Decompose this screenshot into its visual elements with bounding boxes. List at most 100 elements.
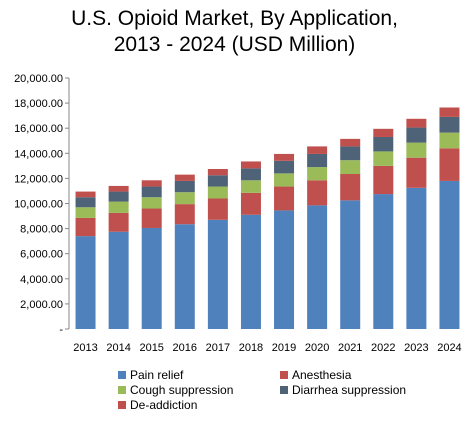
bar-anesthesia-2018 — [240, 192, 261, 215]
x-tick-label: 2014 — [106, 342, 130, 354]
bar-cough-suppression-2022 — [373, 151, 394, 166]
bar-anesthesia-2014 — [108, 212, 129, 232]
legend-item: Diarrhea suppression — [280, 382, 406, 398]
bar-anesthesia-2022 — [373, 165, 394, 195]
bar-anesthesia-2024 — [439, 148, 460, 181]
bar-pain-relief-2013 — [75, 236, 96, 329]
bar-anesthesia-2015 — [141, 208, 162, 228]
x-tick-label: 2013 — [73, 342, 97, 354]
bar-anesthesia-2017 — [207, 198, 228, 220]
bar-pain-relief-2022 — [373, 194, 394, 329]
bar-pain-relief-2023 — [406, 187, 427, 329]
bar-pain-relief-2018 — [240, 214, 261, 329]
bar-de-addiction-2024 — [439, 107, 460, 117]
legend-swatch — [280, 386, 288, 394]
bar-pain-relief-2019 — [274, 210, 295, 329]
x-tick-label: 2022 — [371, 342, 395, 354]
bar-anesthesia-2021 — [340, 174, 361, 201]
bar-de-addiction-2016 — [174, 174, 195, 181]
bar-diarrhea-suppression-2022 — [373, 136, 394, 152]
y-tick-label: 14,000.00 — [14, 148, 63, 160]
x-tick-label: 2019 — [272, 342, 296, 354]
x-tick-label: 2016 — [173, 342, 197, 354]
bar-pain-relief-2015 — [141, 227, 162, 329]
chart-title-line-2: 2013 - 2024 (USD Million) — [113, 33, 356, 56]
bar-de-addiction-2021 — [340, 138, 361, 147]
bar-cough-suppression-2024 — [439, 132, 460, 149]
bar-de-addiction-2018 — [240, 161, 261, 169]
bar-diarrhea-suppression-2018 — [240, 168, 261, 181]
bar-anesthesia-2020 — [307, 180, 328, 206]
bar-cough-suppression-2013 — [75, 207, 96, 218]
y-tick-label: 10,000.00 — [14, 199, 63, 211]
bar-pain-relief-2017 — [207, 219, 228, 329]
y-tick-label: 18,000.00 — [14, 98, 63, 110]
bar-diarrhea-suppression-2024 — [439, 116, 460, 133]
chart-title: U.S. Opioid Market, By Application, 2013… — [0, 6, 469, 58]
bar-pain-relief-2021 — [340, 200, 361, 329]
bar-de-addiction-2017 — [207, 168, 228, 176]
x-tick-label: 2020 — [305, 342, 329, 354]
bar-anesthesia-2019 — [274, 186, 295, 211]
bar-diarrhea-suppression-2013 — [75, 197, 96, 208]
legend-label: Anesthesia — [292, 368, 352, 382]
bar-de-addiction-2020 — [307, 146, 328, 154]
bar-anesthesia-2016 — [174, 204, 195, 225]
legend-label: Pain relief — [130, 368, 184, 382]
legend-item: Pain relief — [118, 367, 183, 383]
bar-diarrhea-suppression-2014 — [108, 191, 129, 202]
bar-diarrhea-suppression-2019 — [274, 160, 295, 174]
legend-item: De-addiction — [118, 397, 197, 413]
bar-de-addiction-2019 — [274, 153, 295, 161]
x-tick-label: 2024 — [437, 342, 461, 354]
bar-cough-suppression-2015 — [141, 197, 162, 209]
bar-cough-suppression-2016 — [174, 192, 195, 205]
bar-de-addiction-2022 — [373, 128, 394, 137]
bar-pain-relief-2014 — [108, 231, 129, 329]
legend-swatch — [280, 371, 288, 379]
legend-item: Anesthesia — [280, 367, 351, 383]
bar-pain-relief-2016 — [174, 224, 195, 329]
legend-label: De-addiction — [130, 398, 198, 412]
bar-pain-relief-2020 — [307, 205, 328, 329]
x-tick-label: 2015 — [139, 342, 163, 354]
x-tick-label: 2023 — [404, 342, 428, 354]
y-tick-label: 6,000.00 — [20, 249, 63, 261]
bar-diarrhea-suppression-2020 — [307, 153, 328, 168]
bar-de-addiction-2015 — [141, 180, 162, 187]
bar-de-addiction-2023 — [406, 118, 427, 128]
bar-anesthesia-2013 — [75, 217, 96, 237]
bar-cough-suppression-2017 — [207, 186, 228, 199]
bar-de-addiction-2014 — [108, 185, 129, 192]
y-tick-label: 20,000.00 — [14, 73, 63, 85]
bar-diarrhea-suppression-2017 — [207, 175, 228, 187]
x-tick-label: 2018 — [239, 342, 263, 354]
bar-diarrhea-suppression-2021 — [340, 146, 361, 161]
x-tick-label: 2017 — [206, 342, 230, 354]
y-tick-label: 4,000.00 — [20, 274, 63, 286]
legend-item: Cough suppression — [118, 382, 233, 398]
legend-label: Cough suppression — [130, 383, 234, 397]
y-tick-label: 16,000.00 — [14, 123, 63, 135]
y-tick-label: 2,000.00 — [20, 299, 63, 311]
bar-diarrhea-suppression-2023 — [406, 127, 427, 143]
x-tick-label: 2021 — [338, 342, 362, 354]
chart-title-line-1: U.S. Opioid Market, By Application, — [71, 7, 398, 30]
legend-swatch — [118, 401, 126, 409]
bar-cough-suppression-2021 — [340, 160, 361, 175]
bar-cough-suppression-2014 — [108, 201, 129, 213]
bar-cough-suppression-2023 — [406, 142, 427, 158]
legend-swatch — [118, 371, 126, 379]
bar-diarrhea-suppression-2015 — [141, 186, 162, 198]
y-tick-label: - — [59, 324, 63, 336]
legend-label: Diarrhea suppression — [292, 383, 407, 397]
legend-swatch — [118, 386, 126, 394]
bar-cough-suppression-2018 — [240, 180, 261, 193]
y-tick-label: 12,000.00 — [14, 173, 63, 185]
bar-cough-suppression-2019 — [274, 173, 295, 187]
bar-de-addiction-2013 — [75, 191, 96, 198]
bar-diarrhea-suppression-2016 — [174, 180, 195, 193]
bar-anesthesia-2023 — [406, 157, 427, 188]
bar-pain-relief-2024 — [439, 180, 460, 329]
